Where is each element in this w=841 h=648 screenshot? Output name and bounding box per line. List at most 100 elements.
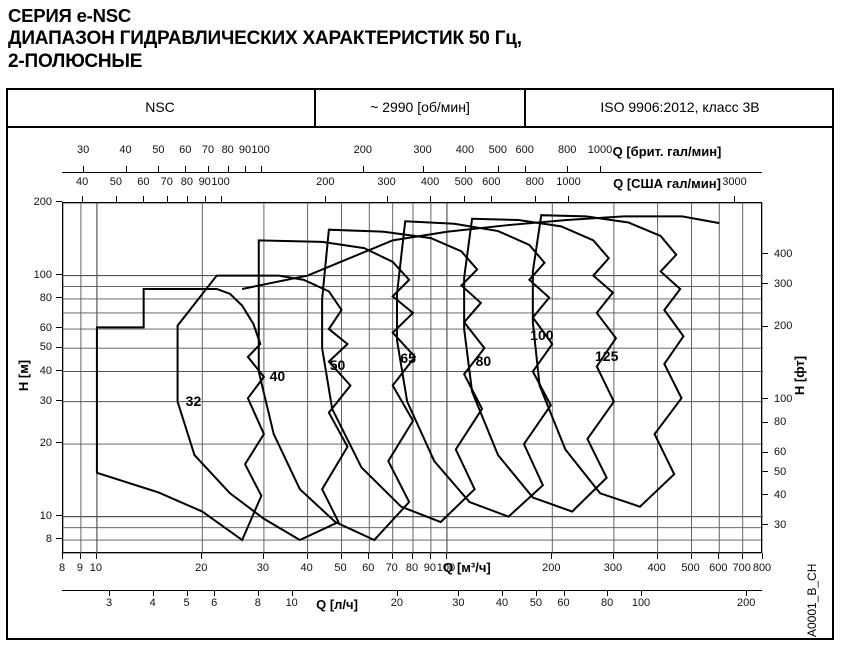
axis-ticklabel-q-m3h: 10 [89,562,103,574]
axis-ticklabel-q-ls: 4 [149,597,156,609]
axis-rule-q-ls [62,590,762,591]
axis-ticklabel-q-ls: 8 [254,597,261,609]
pump-envelope-80 [395,220,554,518]
axis-tick-q-imperial-gpm [362,166,364,172]
axis-ticklabel-h-m: 60 [39,322,52,335]
curve-label-50: 50 [329,357,346,374]
curve-label-80: 80 [475,352,492,369]
axis-tick-q-us-gpm [463,196,465,202]
axis-title-q-imperial-gpm: Q [брит. гал/мин] [612,144,722,159]
axis-ticklabel-q-m3h: 600 [709,562,728,574]
curve-label-32: 32 [185,392,202,409]
axis-ticklabel-h-m: 100 [33,268,52,281]
curve-label-100: 100 [530,327,554,344]
chart-header-table: NSC ~ 2990 [об/мин] ISO 9906:2012, класс… [6,88,834,128]
axis-ticklabel-q-us-gpm: 500 [454,176,473,188]
axis-ticklabel-q-us-gpm: 70 [160,176,173,188]
axis-ticklabel-q-imperial-gpm: 90 [238,144,252,156]
axis-tick-q-imperial-gpm [227,166,229,172]
page-title: СЕРИЯ e-NSC ДИАПАЗОН ГИДРАВЛИЧЕСКИХ ХАРА… [8,4,828,73]
axis-ticklabel-q-ls: 3 [105,597,113,609]
axis-ticklabel-h-m: 8 [45,533,52,546]
axis-ticklabel-q-imperial-gpm: 30 [76,144,90,156]
axis-tick-q-imperial-gpm [464,166,466,172]
axis-ticklabel-q-us-gpm: 60 [137,176,150,188]
axis-tick-q-m3h [612,553,614,559]
axis-ticklabel-h-ft: 40 [774,488,787,501]
axis-tick-q-imperial-gpm [125,166,127,172]
axis-title-q-ls: Q [л/ч] [316,597,358,612]
header-cell-model: NSC [6,88,316,126]
axis-ticklabel-q-m3h: 400 [647,562,666,574]
axis-ticklabel-q-us-gpm: 300 [377,176,396,188]
axis-tick-h-ft [762,524,768,526]
document-code: A0001_B_CH [805,563,819,637]
axis-ticklabel-q-imperial-gpm: 70 [201,144,215,156]
pump-envelope-125 [531,214,685,508]
axis-tick-q-ls [291,590,293,596]
axis-tick-q-us-gpm [325,196,327,202]
axis-ticklabel-q-m3h: 50 [334,562,347,574]
axis-tick-q-m3h [368,553,370,559]
axis-tick-q-imperial-gpm [185,166,187,172]
axis-ticklabel-h-ft: 200 [774,320,793,333]
axis-ticklabel-q-us-gpm: 50 [109,176,122,188]
axis-tick-q-us-gpm [204,196,206,202]
axis-ticklabel-q-us-gpm: 90 [198,176,211,188]
axis-tick-q-us-gpm [115,196,117,202]
axis-tick-q-m3h [656,553,658,559]
axis-ticklabel-h-m: 20 [39,437,52,450]
axis-tick-h-ft [762,253,768,255]
axis-ticklabel-q-us-gpm: 100 [211,176,230,188]
axis-ticklabel-q-imperial-gpm: 100 [251,144,270,156]
axis-tick-q-ls [607,590,609,596]
axis-ticklabel-h-m: 50 [39,341,52,354]
axis-ticklabel-q-imperial-gpm: 400 [455,144,475,156]
axis-ticklabel-h-ft: 300 [774,277,793,290]
axis-tick-q-ls [535,590,537,596]
axis-ticklabel-q-m3h: 40 [300,562,313,574]
axis-ticklabel-q-m3h: 800 [752,562,772,574]
axis-ticklabel-q-imperial-gpm: 60 [179,144,192,156]
axis-tick-q-imperial-gpm [600,166,602,172]
axis-ticklabel-q-imperial-gpm: 600 [515,144,534,156]
curve-label-40: 40 [269,367,286,384]
title-line-range: ДИАПАЗОН ГИДРАВЛИЧЕСКИХ ХАРАКТЕРИСТИК 50… [8,28,522,49]
axis-tick-q-us-gpm [734,196,736,202]
axis-rule-q-imperial-gpm [62,172,762,173]
axis-tick-q-us-gpm [491,196,493,202]
axis-title-h-m: H [м] [16,359,32,391]
axis-ticklabel-q-imperial-gpm: 300 [413,144,432,156]
axis-tick-q-m3h [741,553,743,559]
axis-tick-q-imperial-gpm [422,166,424,172]
plot-area [62,202,763,554]
axis-ticklabel-q-m3h: 90 [423,562,437,574]
pump-envelope-40 [176,274,352,542]
axis-tick-q-us-gpm [534,196,536,202]
axis-ticklabel-q-m3h: 700 [732,562,751,574]
axis-ticklabel-q-ls: 20 [390,597,403,609]
axis-tick-q-m3h [718,553,720,559]
axis-ticklabel-q-m3h: 70 [385,562,398,574]
axis-tick-q-imperial-gpm [567,166,569,172]
axis-ticklabel-q-ls: 5 [183,597,190,609]
axis-tick-h-ft [762,470,768,472]
header-cell-speed: ~ 2990 [об/мин] [316,88,526,126]
axis-ticklabel-q-us-gpm: 40 [76,176,89,188]
axis-tick-q-m3h [412,553,413,559]
axis-tick-h-m [56,273,62,275]
axis-ticklabel-q-imperial-gpm: 40 [119,144,132,156]
axis-tick-h-m [56,442,62,444]
axis-ticklabel-q-m3h: 100 [436,562,456,574]
axis-ticklabel-q-ls: 6 [211,597,218,609]
axis-ticklabel-q-us-gpm: 3000 [722,176,747,188]
axis-ticklabel-q-ls: 40 [495,597,509,609]
axis-ticklabel-q-ls: 10 [285,597,298,609]
axis-ticklabel-q-us-gpm: 1000 [556,176,581,188]
axis-ticklabel-h-m: 80 [39,291,52,304]
axis-ticklabel-q-ls: 100 [631,597,651,609]
axis-tick-q-us-gpm [430,196,432,202]
performance-curves-svg [63,203,763,554]
axis-tick-q-imperial-gpm [260,166,262,172]
axis-tick-h-m [56,369,62,371]
